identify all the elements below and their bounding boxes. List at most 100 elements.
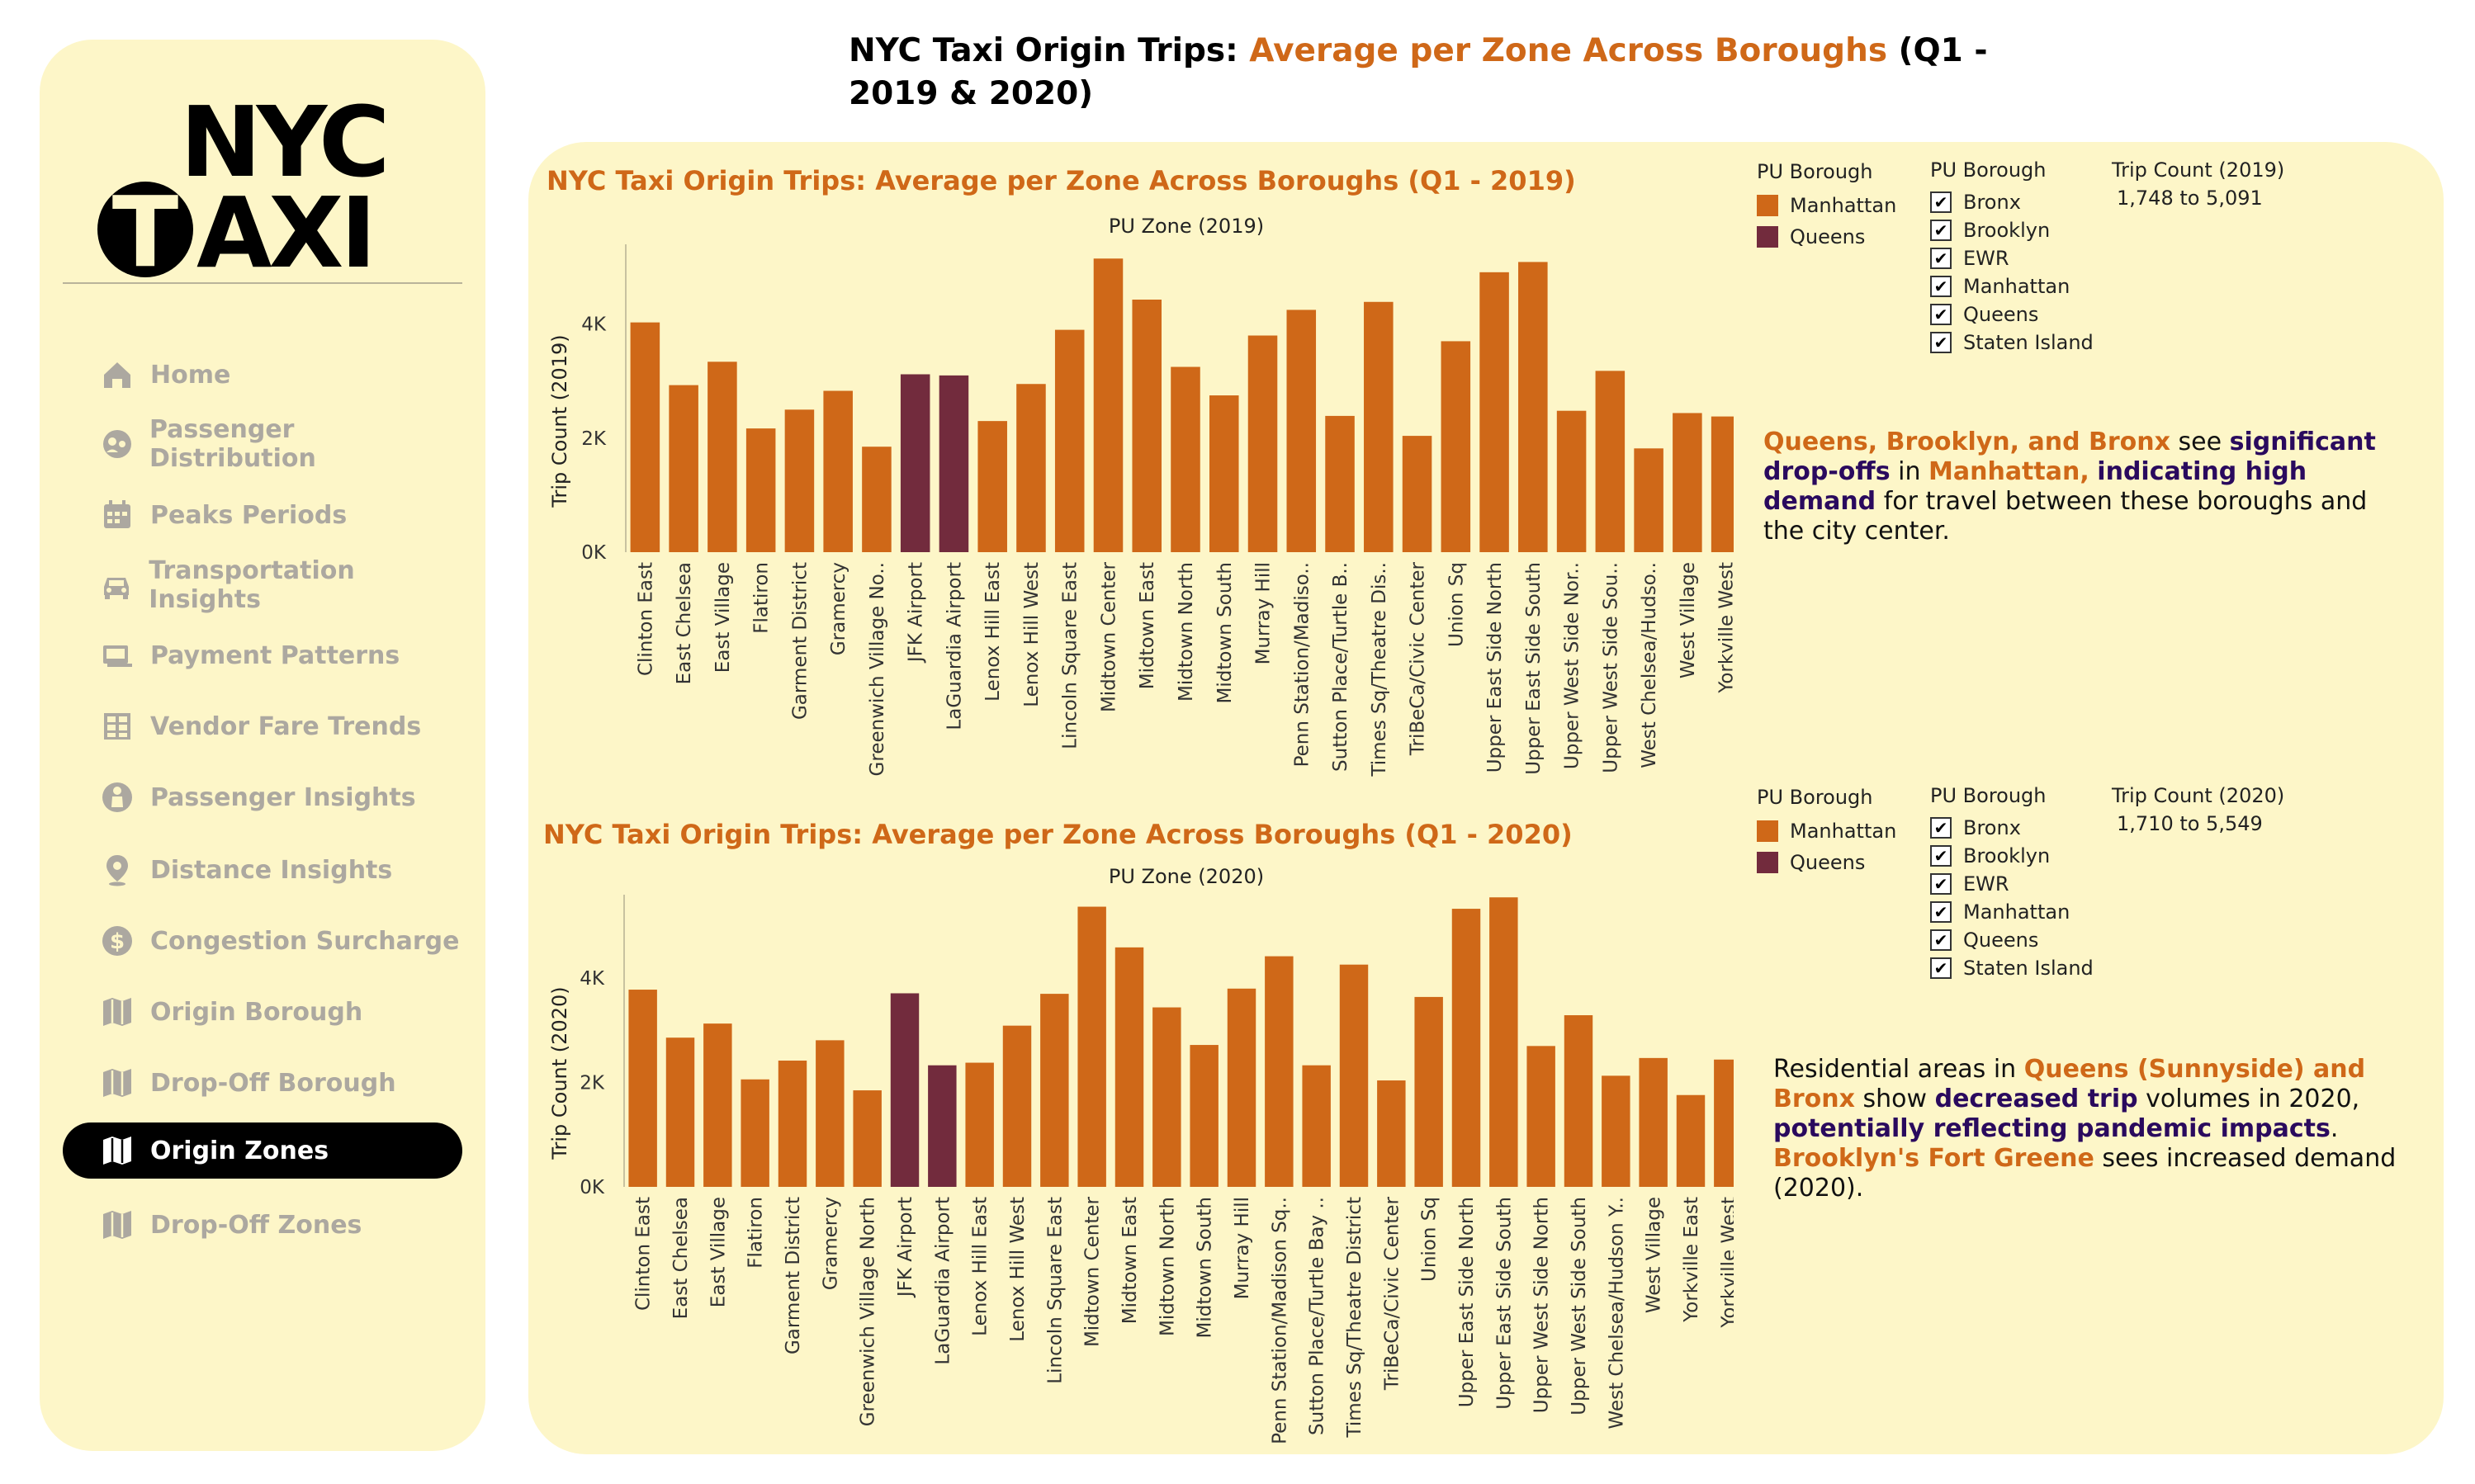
bar[interactable] [1339, 964, 1369, 1187]
bar[interactable] [1526, 1046, 1555, 1187]
bar[interactable] [928, 1065, 957, 1187]
checkbox-checked-icon[interactable]: ✔ [1930, 220, 1952, 241]
sidebar-item-origin-zones[interactable]: Origin Zones [63, 1122, 462, 1179]
checkbox-checked-icon[interactable]: ✔ [1930, 873, 1952, 895]
bar[interactable] [1564, 1015, 1593, 1187]
checkbox-checked-icon[interactable]: ✔ [1930, 276, 1952, 297]
bar[interactable] [707, 362, 737, 552]
bar[interactable] [1227, 988, 1256, 1187]
bar[interactable] [939, 375, 969, 552]
bar[interactable] [1209, 395, 1239, 552]
bar[interactable] [1171, 366, 1200, 552]
sidebar-item-drop-off-borough[interactable]: Drop-Off Borough [63, 1055, 462, 1111]
sidebar-item-origin-borough[interactable]: Origin Borough [63, 984, 462, 1040]
bar[interactable] [1676, 1094, 1706, 1187]
legend-item-queens[interactable]: Queens [1757, 847, 1896, 878]
bar[interactable] [630, 322, 660, 552]
bar[interactable] [1093, 258, 1124, 552]
bar[interactable] [1132, 300, 1162, 552]
filter-option-bronx[interactable]: ✔ Bronx [1930, 814, 2094, 842]
sidebar-item-peaks-periods[interactable]: Peaks Periods [63, 487, 462, 543]
bar[interactable] [853, 1090, 882, 1187]
bar[interactable] [741, 1079, 769, 1187]
bar[interactable] [1286, 310, 1317, 552]
bar[interactable] [1441, 341, 1471, 552]
bar[interactable] [823, 390, 853, 552]
checkbox-checked-icon[interactable]: ✔ [1930, 332, 1952, 353]
bar[interactable] [1673, 413, 1702, 552]
legend-item-manhattan[interactable]: Manhattan [1757, 190, 1896, 221]
filter-option-queens[interactable]: ✔ Queens [1930, 926, 2094, 954]
bar[interactable] [862, 447, 892, 552]
bar[interactable] [1451, 909, 1481, 1187]
bar[interactable] [1265, 956, 1294, 1187]
filter-option-brooklyn[interactable]: ✔ Brooklyn [1930, 842, 2094, 870]
filter-option-staten-island[interactable]: ✔ Staten Island [1930, 328, 2094, 357]
sidebar-item-home[interactable]: Home [63, 347, 462, 403]
bar[interactable] [1114, 947, 1144, 1187]
bar[interactable] [1364, 301, 1394, 552]
bar[interactable] [1152, 1007, 1181, 1187]
sidebar-item-transportation-insights[interactable]: Transportation Insights [63, 556, 462, 614]
filter-option-ewr[interactable]: ✔ EWR [1930, 870, 2094, 898]
filter-option-staten-island[interactable]: ✔ Staten Island [1930, 954, 2094, 982]
filter-option-queens[interactable]: ✔ Queens [1930, 300, 2094, 328]
checkbox-checked-icon[interactable]: ✔ [1930, 957, 1952, 979]
checkbox-checked-icon[interactable]: ✔ [1930, 304, 1952, 325]
bar[interactable] [1479, 272, 1509, 552]
bar[interactable] [900, 374, 930, 552]
bar[interactable] [1639, 1057, 1668, 1187]
bar[interactable] [1190, 1045, 1219, 1187]
bar[interactable] [1247, 335, 1278, 552]
bar[interactable] [1634, 448, 1663, 552]
bar[interactable] [778, 1061, 807, 1187]
checkbox-checked-icon[interactable]: ✔ [1930, 929, 1952, 951]
bar[interactable] [784, 409, 815, 552]
bar[interactable] [1040, 994, 1069, 1187]
checkbox-checked-icon[interactable]: ✔ [1930, 248, 1952, 269]
bar[interactable] [745, 428, 776, 552]
bar[interactable] [1714, 1059, 1734, 1187]
bar[interactable] [1377, 1080, 1406, 1187]
filter-option-manhattan[interactable]: ✔ Manhattan [1930, 272, 2094, 300]
filter-option-bronx[interactable]: ✔ Bronx [1930, 188, 2094, 216]
bar[interactable] [1002, 1025, 1032, 1187]
sidebar-item-distance-insights[interactable]: Distance Insights [63, 842, 462, 898]
bar[interactable] [816, 1040, 845, 1187]
bar[interactable] [965, 1062, 994, 1187]
sidebar-item-drop-off-zones[interactable]: Drop-Off Zones [63, 1197, 462, 1253]
checkbox-checked-icon[interactable]: ✔ [1930, 901, 1952, 923]
sidebar-item-passenger-distribution[interactable]: Passenger Distribution [63, 415, 462, 473]
legend-item-manhattan[interactable]: Manhattan [1757, 815, 1896, 847]
bar[interactable] [1414, 996, 1443, 1187]
bar[interactable] [1489, 897, 1518, 1187]
bar[interactable] [669, 385, 698, 552]
bar[interactable] [1016, 384, 1046, 552]
bar[interactable] [1556, 410, 1587, 552]
filter-option-manhattan[interactable]: ✔ Manhattan [1930, 898, 2094, 926]
sidebar-item-payment-patterns[interactable]: Payment Patterns [63, 627, 462, 683]
bar[interactable] [1302, 1065, 1331, 1187]
filter-option-ewr[interactable]: ✔ EWR [1930, 244, 2094, 272]
checkbox-checked-icon[interactable]: ✔ [1930, 817, 1952, 839]
filter-option-brooklyn[interactable]: ✔ Brooklyn [1930, 216, 2094, 244]
bar[interactable] [1711, 416, 1734, 552]
checkbox-checked-icon[interactable]: ✔ [1930, 845, 1952, 867]
bar[interactable] [628, 990, 657, 1187]
bar[interactable] [890, 993, 920, 1187]
bar[interactable] [1518, 262, 1548, 552]
sidebar-item-vendor-fare-trends[interactable]: Vendor Fare Trends [63, 698, 462, 754]
bar[interactable] [1054, 329, 1085, 552]
bar[interactable] [703, 1023, 732, 1187]
bar[interactable] [1595, 371, 1626, 552]
sidebar-item-passenger-insights[interactable]: Passenger Insights [63, 769, 462, 825]
sidebar-item-congestion-surcharge[interactable]: $ Congestion Surcharge [63, 913, 462, 969]
bar[interactable] [665, 1037, 695, 1187]
bar[interactable] [1325, 415, 1355, 552]
legend-item-queens[interactable]: Queens [1757, 221, 1896, 253]
bar[interactable] [1602, 1075, 1630, 1187]
checkbox-checked-icon[interactable]: ✔ [1930, 191, 1952, 213]
bar[interactable] [1402, 436, 1432, 552]
bar[interactable] [977, 421, 1007, 552]
bar[interactable] [1077, 906, 1106, 1187]
